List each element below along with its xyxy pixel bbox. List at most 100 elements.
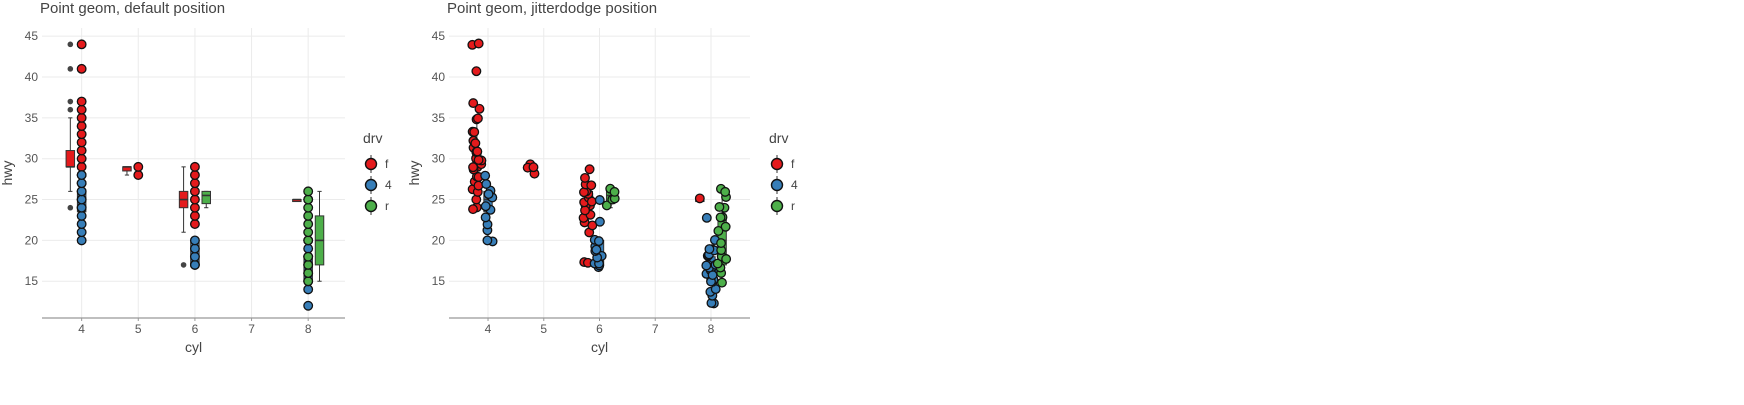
x-tick-label: 5: [540, 322, 547, 336]
legend-label: r: [385, 199, 389, 213]
points-6-f: [578, 164, 598, 268]
data-point: [76, 186, 87, 197]
data-point: [303, 243, 314, 254]
data-point: [189, 161, 200, 172]
points-8-r: [712, 183, 732, 288]
data-point: [76, 121, 87, 131]
data-point: [601, 200, 612, 211]
data-point: [483, 189, 494, 200]
boxplot-4-f: [65, 41, 76, 211]
y-axis-label: hwy: [0, 161, 15, 186]
data-point: [586, 180, 597, 191]
data-point: [76, 227, 87, 238]
data-point: [594, 216, 605, 227]
legend-key-point: [770, 178, 784, 192]
data-point: [303, 219, 314, 230]
legend-key-point: [364, 199, 378, 213]
data-point: [133, 170, 144, 180]
data-point: [717, 277, 727, 288]
data-point: [584, 164, 595, 175]
y-tick-label: 20: [25, 233, 39, 247]
x-tick-label: 8: [305, 322, 312, 336]
y-tick-label: 15: [432, 274, 446, 288]
data-point: [480, 170, 491, 181]
y-tick-label: 30: [25, 152, 39, 166]
points-6-4: [589, 195, 607, 273]
data-point: [480, 212, 491, 223]
data-point: [720, 186, 731, 197]
boxplot-6-r: [201, 190, 211, 209]
points-5-f: [522, 159, 540, 179]
data-point: [473, 38, 484, 49]
x-tick-label: 6: [596, 322, 603, 336]
data-point: [76, 129, 87, 140]
y-tick-label: 35: [25, 111, 39, 125]
data-point: [579, 187, 589, 198]
y-tick-label: 40: [432, 70, 446, 84]
data-point: [468, 162, 479, 173]
data-point: [76, 104, 87, 115]
data-point: [303, 235, 314, 246]
legend-key-point: [770, 199, 784, 213]
x-tick-label: 4: [78, 322, 85, 336]
y-tick-label: 40: [25, 70, 39, 84]
x-axis-label: cyl: [185, 339, 202, 355]
data-point: [704, 244, 715, 254]
data-point: [76, 178, 87, 189]
boxplot-8-r: [314, 190, 325, 282]
data-point: [609, 186, 620, 197]
chart-title: Point geom, jitterdodge position: [447, 0, 657, 17]
data-point: [593, 236, 604, 247]
data-point: [474, 103, 485, 114]
data-point: [303, 251, 314, 262]
box-outlier: [67, 204, 74, 211]
data-point: [189, 259, 200, 270]
data-point: [714, 202, 725, 212]
data-point: [482, 235, 493, 246]
data-point: [303, 202, 314, 213]
points-4-4: [480, 170, 498, 247]
data-point: [303, 300, 314, 311]
data-point: [189, 243, 200, 254]
x-tick-label: 8: [708, 322, 715, 336]
data-point: [715, 212, 726, 223]
data-point: [189, 251, 200, 262]
data-point: [468, 204, 478, 215]
y-tick-label: 25: [432, 193, 446, 207]
box-body: [65, 150, 76, 168]
legend-label: 4: [791, 178, 798, 192]
legend-key-point: [364, 157, 378, 171]
y-tick-label: 15: [25, 274, 39, 288]
y-tick-label: 45: [432, 29, 446, 43]
x-tick-label: 4: [485, 322, 492, 336]
legend-label: f: [791, 157, 795, 171]
data-point: [303, 284, 314, 295]
y-tick-label: 30: [432, 152, 446, 166]
boxplot-5-f: [122, 166, 132, 176]
data-point: [303, 268, 314, 279]
boxplot-6-f: [178, 166, 189, 268]
data-point: [480, 201, 491, 212]
data-point: [76, 170, 87, 180]
legend-key-point: [770, 157, 784, 171]
points-8-r: [303, 186, 314, 287]
data-point: [189, 219, 200, 230]
data-point: [189, 194, 200, 205]
data-point: [76, 235, 87, 246]
points-5-f: [133, 161, 144, 180]
data-point: [713, 225, 724, 236]
data-point: [701, 212, 712, 223]
data-point: [76, 63, 87, 74]
data-point: [76, 210, 87, 221]
data-point: [469, 127, 480, 137]
data-point: [76, 202, 87, 213]
box-outlier: [67, 41, 74, 48]
data-point: [694, 193, 705, 204]
data-point: [701, 260, 712, 271]
data-point: [716, 238, 726, 249]
legend-label: f: [385, 157, 389, 171]
